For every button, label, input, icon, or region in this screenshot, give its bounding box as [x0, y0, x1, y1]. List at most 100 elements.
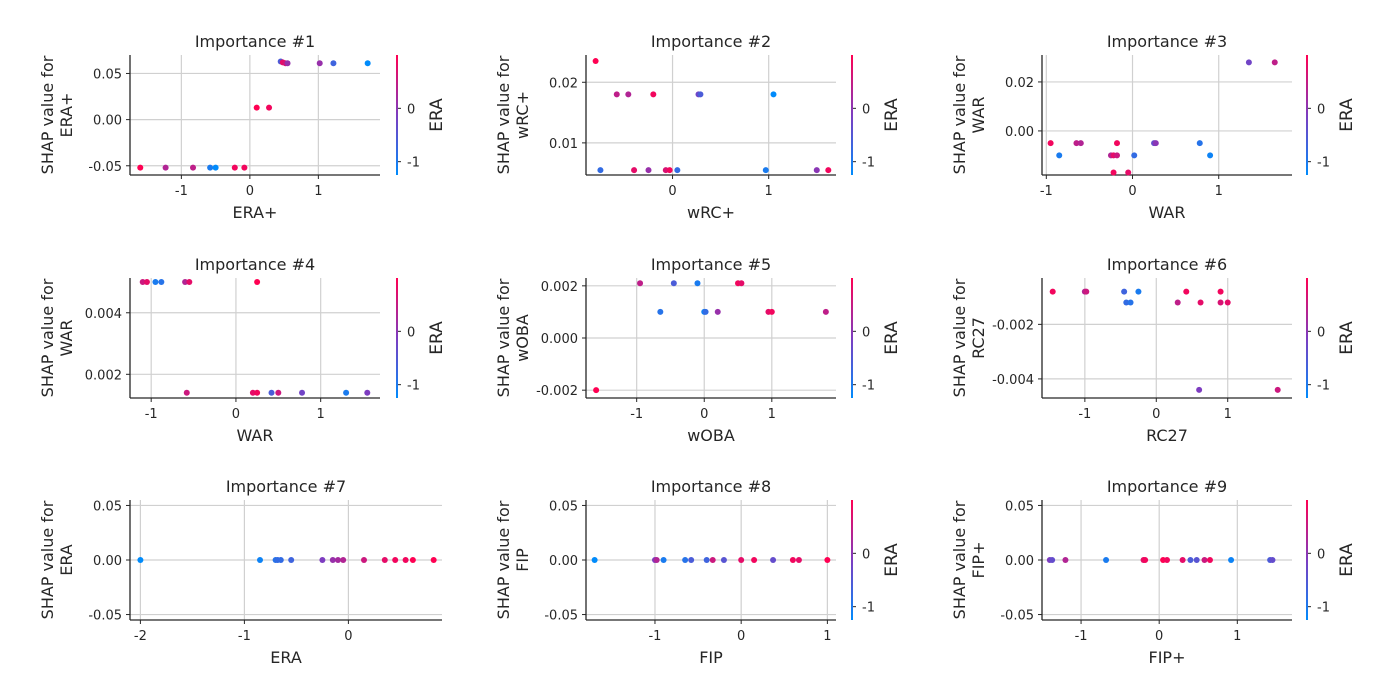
- data-point: [330, 60, 337, 67]
- colorbar-tick-label: 0: [1317, 547, 1325, 562]
- colorbar: -1 0 ERA: [851, 55, 902, 175]
- x-tick-label: -1: [1040, 184, 1053, 199]
- y-tick-label: 0.004: [85, 307, 122, 322]
- data-point: [1274, 386, 1281, 393]
- data-point: [1047, 140, 1054, 147]
- colorbar-gradient: [396, 55, 398, 175]
- colorbar: -1 0 ERA: [1306, 55, 1357, 175]
- data-point: [186, 279, 193, 285]
- data-point: [789, 557, 796, 563]
- data-point: [139, 279, 146, 285]
- x-tick-label: 1: [1224, 407, 1232, 422]
- data-point: [137, 557, 144, 563]
- y-axis-label: SHAP value forFIP: [494, 500, 532, 619]
- colorbar-gradient: [1306, 278, 1308, 398]
- data-point: [1056, 152, 1063, 159]
- colorbar-gradient: [1306, 55, 1308, 175]
- data-point: [813, 167, 820, 174]
- data-point: [768, 308, 775, 315]
- x-tick-label: 1: [1215, 184, 1223, 199]
- data-point: [1224, 299, 1231, 306]
- colorbar-tick-label: -1: [862, 379, 875, 394]
- colorbar-tick-label: -1: [1317, 156, 1330, 171]
- colorbar-tick-label: 0: [862, 102, 870, 117]
- y-tick-label: 0.05: [549, 499, 578, 514]
- data-point: [1121, 288, 1128, 295]
- data-point: [657, 308, 664, 315]
- data-point: [591, 557, 598, 563]
- y-axis-label: SHAP value forERA: [38, 500, 76, 619]
- colorbar-tick-label: -1: [1317, 379, 1330, 394]
- data-point: [1193, 557, 1200, 563]
- x-tick-label: 0: [700, 407, 708, 422]
- x-tick-label: -1: [648, 629, 661, 644]
- y-axis-label: SHAP value forwOBA: [494, 278, 532, 397]
- data-point: [770, 557, 777, 563]
- data-point: [361, 557, 367, 563]
- x-tick-label: -1: [238, 629, 251, 644]
- data-point: [1083, 288, 1090, 295]
- data-point: [688, 557, 695, 563]
- y-tick-label: -0.002: [992, 318, 1034, 333]
- data-point: [593, 387, 600, 394]
- colorbar-label: ERA: [427, 321, 447, 355]
- colorbar-label: ERA: [882, 543, 902, 577]
- colorbar-tick-label: -1: [407, 156, 420, 171]
- y-axis-label-line: SHAP value for: [494, 55, 513, 174]
- y-axis-label-line: WAR: [57, 319, 76, 356]
- colorbar-tick-label: 0: [1317, 102, 1325, 117]
- data-point: [1135, 288, 1142, 295]
- x-tick-label: 0: [1155, 629, 1163, 644]
- y-tick-label: 0.00: [549, 554, 578, 569]
- data-point: [343, 389, 350, 396]
- data-point: [249, 389, 256, 396]
- subplot-title: Importance #2: [651, 32, 771, 51]
- data-point: [670, 280, 677, 287]
- data-point: [795, 557, 802, 563]
- data-point: [1196, 386, 1203, 393]
- data-point: [183, 389, 190, 396]
- data-point: [152, 279, 159, 285]
- y-axis-label-line: RC27: [969, 317, 988, 359]
- subplot-title: Importance #1: [195, 32, 315, 51]
- data-point: [319, 557, 326, 563]
- data-point: [1245, 59, 1252, 66]
- y-tick-label: 0.00: [93, 114, 122, 129]
- colorbar-gradient: [396, 278, 398, 398]
- data-point: [254, 389, 261, 396]
- y-axis-label-line: ERA: [57, 544, 76, 576]
- data-point: [143, 279, 150, 285]
- data-point: [653, 557, 660, 563]
- y-axis-label-line: ERA+: [57, 93, 76, 138]
- data-point: [697, 91, 704, 98]
- subplot-title: Importance #5: [651, 255, 771, 274]
- data-point: [329, 557, 336, 563]
- data-point: [1152, 140, 1159, 147]
- x-tick-label: 1: [1233, 629, 1241, 644]
- data-point: [231, 164, 238, 171]
- y-tick-label: 0.000: [541, 332, 578, 347]
- data-point: [268, 389, 275, 396]
- subplot-title: Importance #9: [1107, 477, 1227, 496]
- x-tick-label: 1: [823, 629, 831, 644]
- colorbar-tick-label: -1: [862, 601, 875, 616]
- data-point: [409, 557, 416, 563]
- data-point: [751, 557, 758, 563]
- y-tick-label: 0.05: [93, 67, 122, 82]
- subplot-title: Importance #7: [226, 477, 346, 496]
- y-axis-label-line: wOBA: [513, 314, 532, 362]
- data-point: [1049, 557, 1056, 563]
- data-point: [709, 557, 716, 563]
- data-point: [660, 557, 667, 563]
- y-axis-label-line: SHAP value for: [38, 55, 57, 174]
- data-point: [714, 308, 721, 315]
- x-tick-label: 0: [344, 629, 352, 644]
- data-point: [1164, 557, 1170, 563]
- data-point: [1271, 59, 1278, 66]
- data-point: [674, 167, 681, 174]
- data-point: [702, 308, 709, 315]
